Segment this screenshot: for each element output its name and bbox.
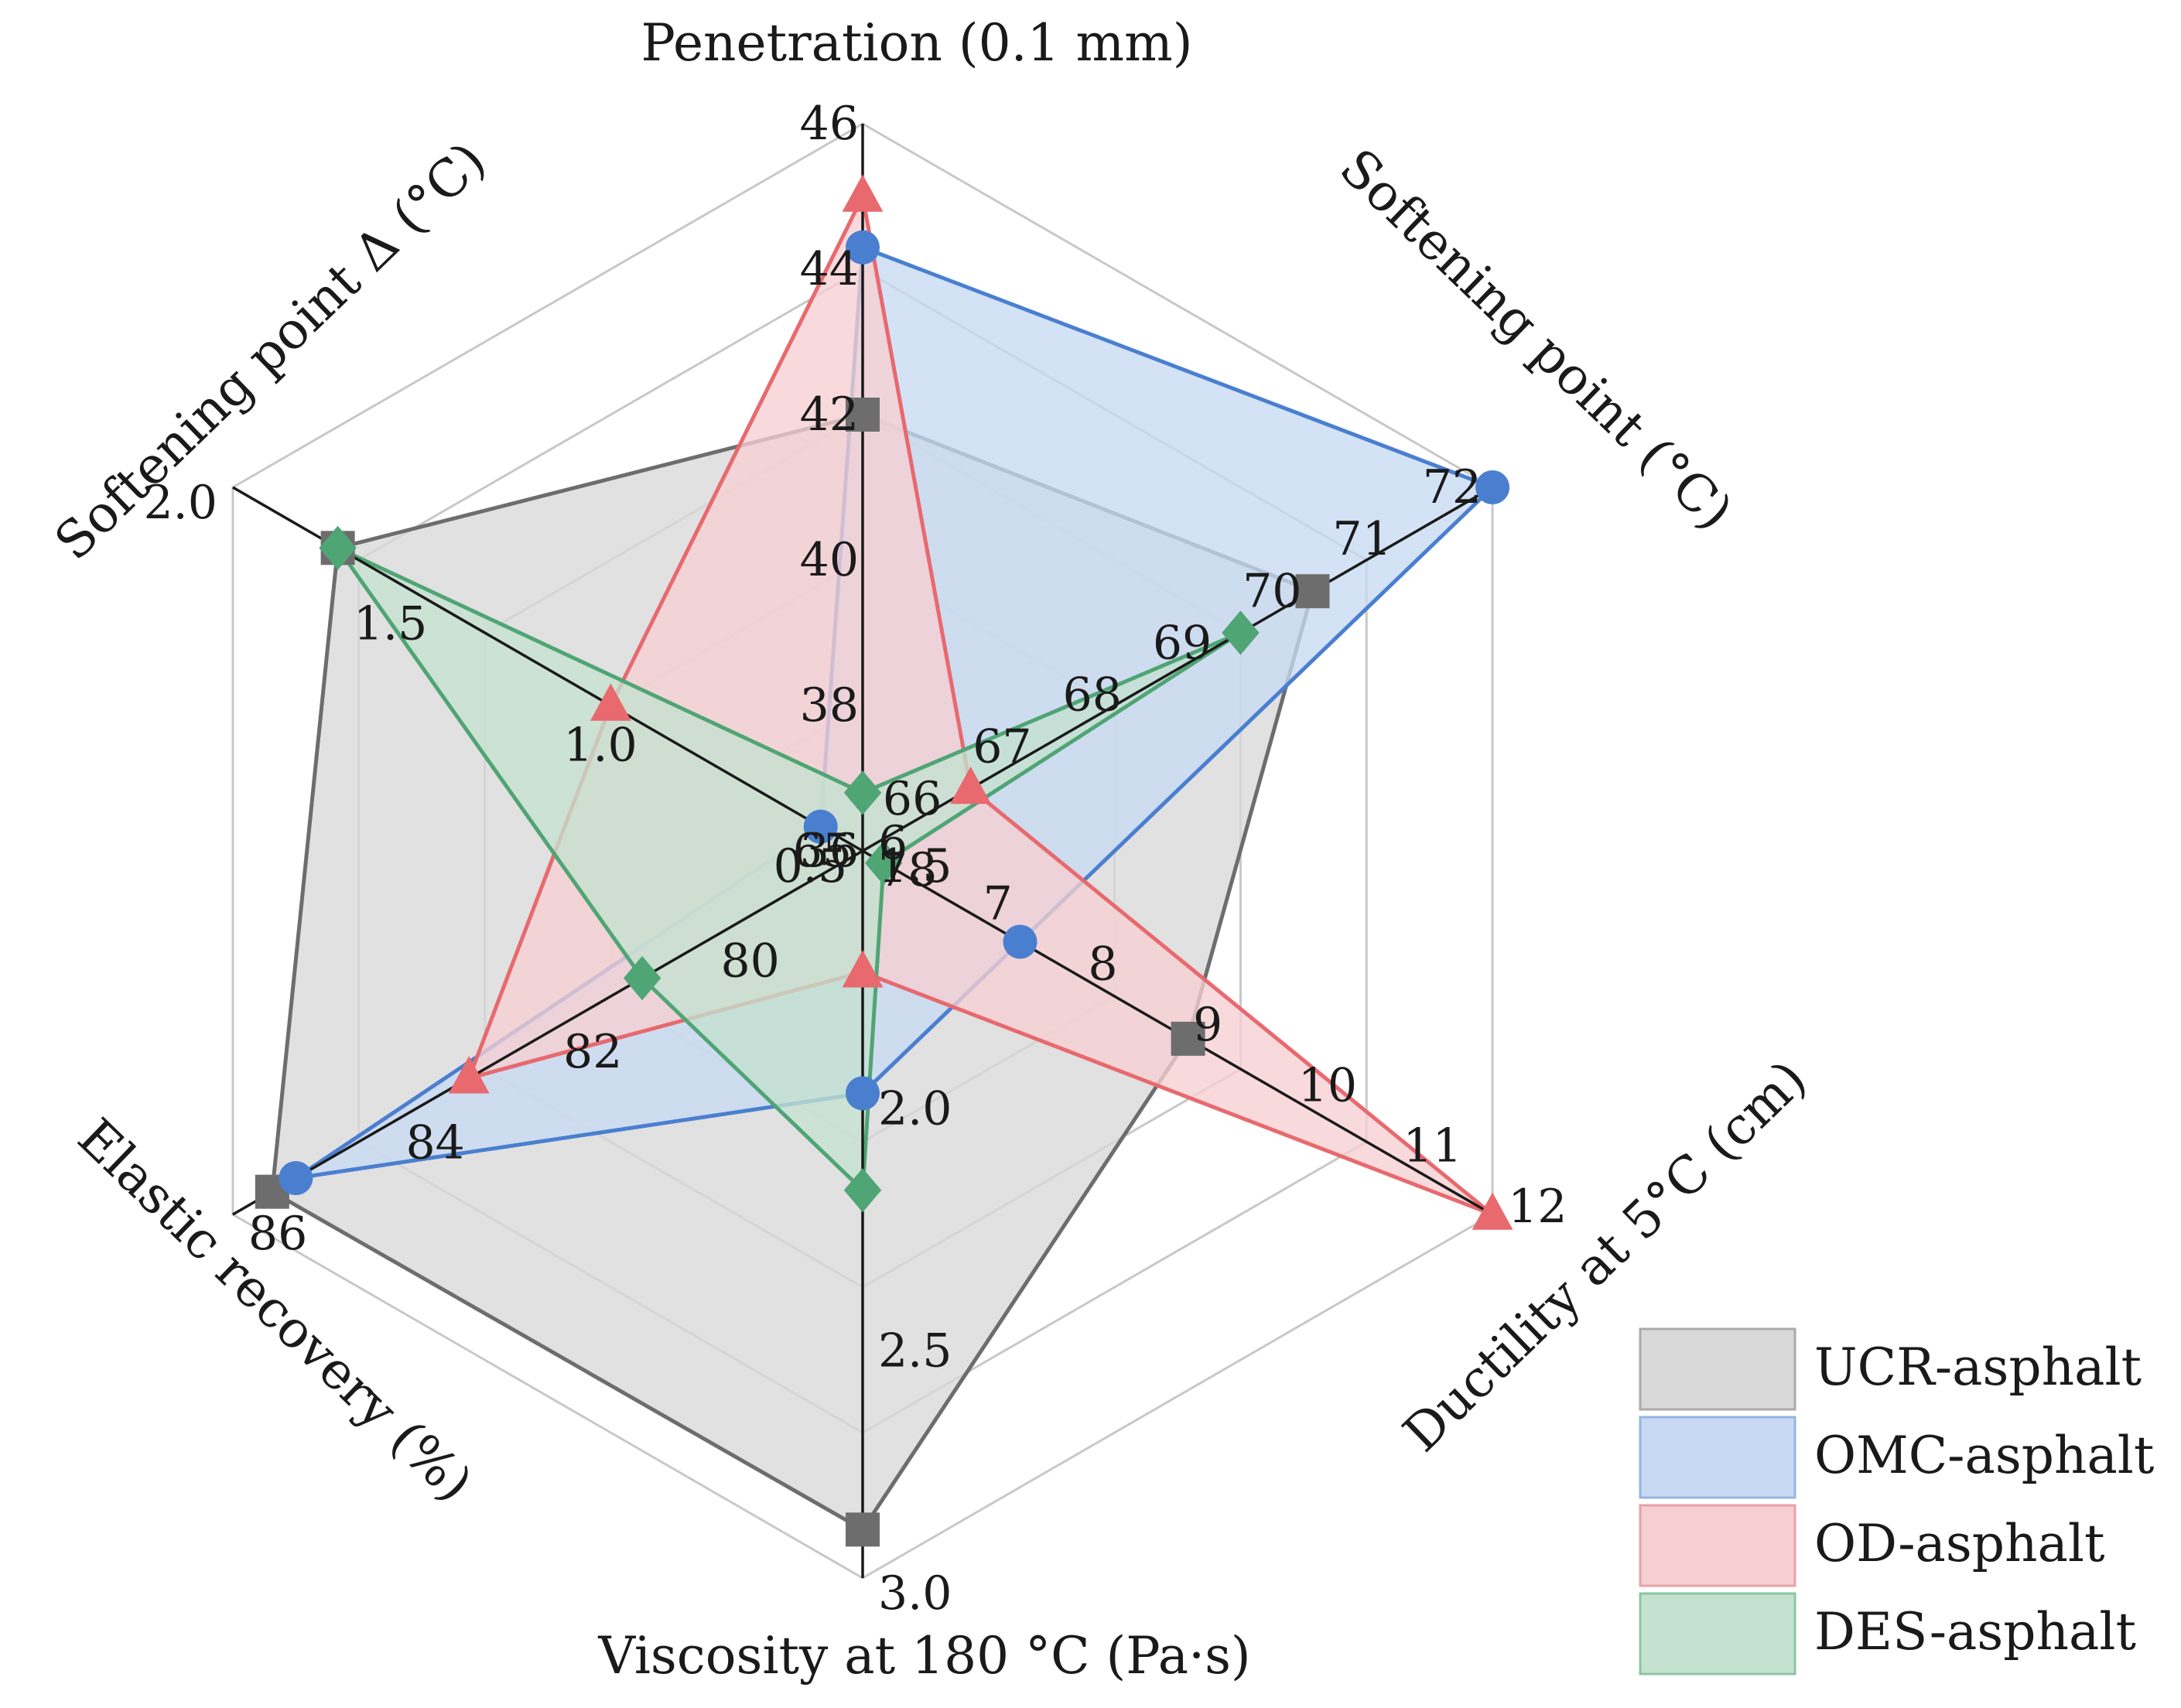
marker-od-asphalt-softening-point-c (590, 683, 631, 721)
tick-label-penetration-0-1-mm-40: 40 (800, 533, 859, 587)
tick-label-softening-point-c-71: 71 (1332, 512, 1391, 566)
tick-label-elastic-recovery-80: 80 (720, 934, 779, 989)
marker-od-asphalt-elastic-recovery (448, 1056, 490, 1094)
tick-label-layer: 363840424446656667686970717267891011121.… (144, 97, 1567, 1621)
tick-label-penetration-0-1-mm-44: 44 (800, 242, 859, 296)
tick-label-viscosity-at-180-c-pa-s-2-0: 2.0 (878, 1081, 952, 1136)
marker-layer (255, 174, 1513, 1547)
marker-omc-asphalt-viscosity-at-180-c-pa-s (846, 1076, 880, 1111)
marker-des-asphalt-softening-point-c (1222, 610, 1260, 655)
tick-label-penetration-0-1-mm-46: 46 (800, 97, 859, 151)
tick-label-ductility-at-5-c-cm-7: 7 (983, 876, 1013, 931)
marker-omc-asphalt-softening-point-c (1475, 470, 1510, 504)
marker-omc-asphalt-softening-point-c (803, 809, 838, 844)
tick-label-ductility-at-5-c-cm-6: 6 (878, 816, 908, 870)
marker-des-asphalt-viscosity-at-180-c-pa-s (843, 1168, 882, 1213)
marker-omc-asphalt-ductility-at-5-c-cm (1003, 924, 1038, 959)
legend-label-ucr: UCR-asphalt (1814, 1337, 2142, 1397)
tick-label-elastic-recovery-82: 82 (563, 1025, 622, 1079)
tick-label-penetration-0-1-mm-42: 42 (800, 388, 859, 442)
marker-ucr-asphalt-viscosity-at-180-c-pa-s (846, 1512, 880, 1547)
axis-title-penetration: Penetration (0.1 mm) (641, 13, 1193, 73)
tick-label-softening-point-c-65: 65 (793, 824, 852, 878)
legend-label-od: OD-asphalt (1814, 1514, 2105, 1573)
tick-label-elastic-recovery-84: 84 (405, 1116, 464, 1170)
legend-label-omc: OMC-asphalt (1814, 1426, 2154, 1485)
marker-ucr-asphalt-penetration-0-1-mm (846, 398, 880, 432)
tick-label-ductility-at-5-c-cm-10: 10 (1298, 1058, 1357, 1112)
tick-label-softening-point-c-67: 67 (973, 720, 1031, 774)
tick-label-softening-point-c-72: 72 (1423, 460, 1482, 514)
marker-od-asphalt-softening-point-c (950, 766, 991, 804)
tick-label-softening-point-c-1-0: 1.0 (563, 718, 637, 772)
axis-title-viscosity: Viscosity at 180 °C (Pa·s) (597, 1626, 1250, 1686)
tick-label-viscosity-at-180-c-pa-s-1-5: 1.5 (878, 839, 952, 893)
marker-od-asphalt-viscosity-at-180-c-pa-s (842, 950, 884, 988)
marker-des-asphalt-ductility-at-5-c-cm (864, 841, 903, 886)
tick-label-softening-point-c-66: 66 (883, 772, 942, 826)
legend-label-des: DES-asphalt (1814, 1602, 2136, 1662)
tick-label-ductility-at-5-c-cm-11: 11 (1403, 1119, 1461, 1173)
tick-label-softening-point-c-70: 70 (1243, 564, 1301, 618)
marker-omc-asphalt-elastic-recovery (279, 1161, 313, 1195)
legend: UCR-asphalt OMC-asphalt OD-asphalt DES-a… (1639, 1327, 2154, 1676)
tick-label-ductility-at-5-c-cm-8: 8 (1088, 938, 1117, 992)
legend-swatch-omc (1639, 1416, 1796, 1499)
tick-label-softening-point-c-0-5: 0.5 (774, 839, 847, 893)
tick-label-elastic-recovery-86: 86 (248, 1207, 307, 1261)
tick-label-viscosity-at-180-c-pa-s-2-5: 2.5 (878, 1324, 952, 1378)
marker-ucr-asphalt-softening-point-c (1295, 574, 1330, 609)
legend-swatch-od (1639, 1504, 1796, 1587)
marker-omc-asphalt-penetration-0-1-mm (846, 230, 880, 265)
tick-label-elastic-recovery-78: 78 (878, 843, 937, 897)
marker-ucr-asphalt-ductility-at-5-c-cm (1171, 1021, 1205, 1056)
marker-od-asphalt-ductility-at-5-c-cm (1472, 1192, 1513, 1230)
marker-des-asphalt-softening-point-c (319, 525, 357, 570)
tick-label-penetration-0-1-mm-38: 38 (800, 678, 859, 733)
legend-swatch-des (1639, 1592, 1796, 1676)
tick-label-ductility-at-5-c-cm-9: 9 (1193, 998, 1222, 1052)
tick-label-softening-point-c-68: 68 (1063, 668, 1122, 722)
axis-line-elastic-recovery (232, 849, 863, 1216)
tick-label-softening-point-c-2-0: 2.0 (144, 476, 217, 530)
marker-des-asphalt-penetration-0-1-mm (843, 770, 882, 815)
legend-swatch-ucr (1639, 1327, 1796, 1411)
tick-label-penetration-0-1-mm-36: 36 (800, 824, 859, 878)
tick-label-ductility-at-5-c-cm-12: 12 (1508, 1180, 1567, 1234)
axis-title-softening-point-delta: Softening point Δ (°C) (43, 131, 497, 572)
tick-label-softening-point-c-69: 69 (1153, 616, 1212, 670)
marker-od-asphalt-penetration-0-1-mm (842, 174, 884, 212)
marker-des-asphalt-elastic-recovery (623, 955, 661, 1001)
tick-label-viscosity-at-180-c-pa-s-3-0: 3.0 (878, 1566, 952, 1621)
tick-label-softening-point-c-1-5: 1.5 (354, 597, 427, 651)
